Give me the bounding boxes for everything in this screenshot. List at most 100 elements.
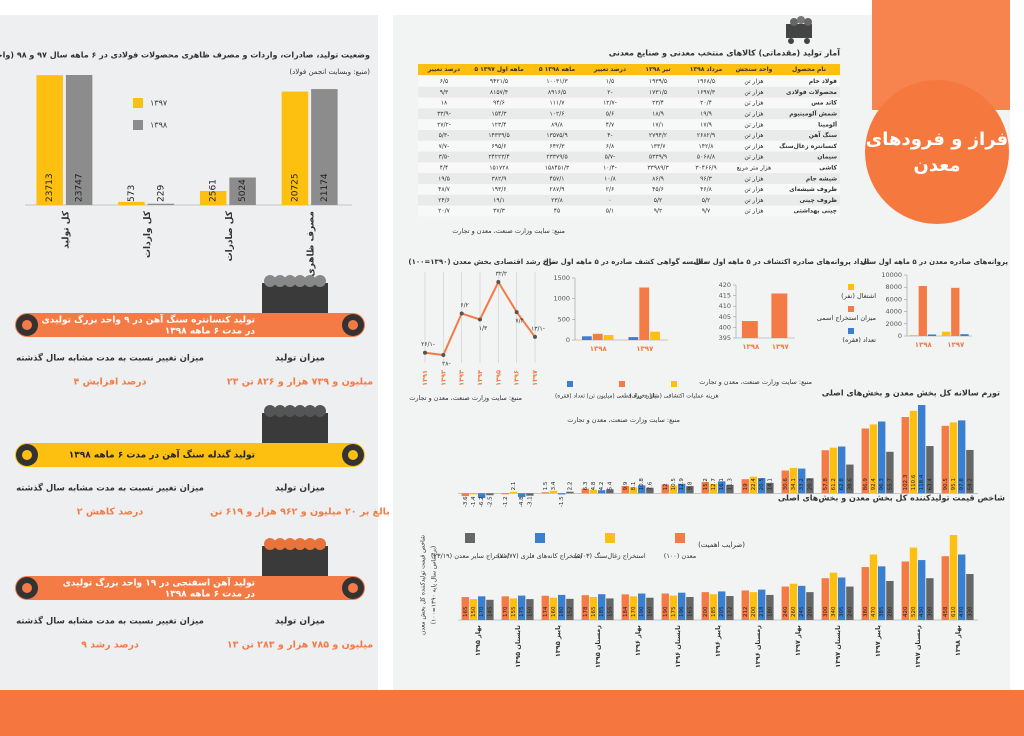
bar — [199, 190, 227, 205]
value-label: 185 — [599, 606, 605, 617]
value-label: 196 — [679, 606, 685, 617]
icon-ore — [314, 275, 326, 287]
bar — [749, 592, 758, 620]
table-cell: ۱۸ — [441, 100, 448, 107]
table-cell: ۱۵۴/۳ — [492, 111, 508, 118]
y-tick-label: 405 — [719, 313, 731, 321]
icon-ore — [274, 538, 286, 550]
table-cell: ۸۶/۹ — [652, 175, 664, 182]
bar — [661, 593, 669, 620]
value-label: 200 — [703, 606, 709, 617]
value-label: 9.8 — [687, 481, 693, 490]
band-end-inner — [22, 320, 32, 330]
y-tick-label: 4000 — [885, 308, 902, 316]
table-cell: ۵۳۳۹/۹ — [649, 154, 667, 161]
bar — [526, 599, 534, 620]
icon-ore — [304, 275, 316, 287]
icon-ore — [274, 405, 286, 417]
category-label: ۱۳۹۶ — [513, 370, 521, 386]
bar — [606, 489, 614, 494]
table-cell: هزار تن — [744, 154, 763, 161]
icon-ore — [294, 538, 306, 550]
table-cell: ۴/۷ — [606, 121, 615, 128]
category-label: ۱۳۹۷ — [636, 345, 654, 353]
chart-title: پروانه‌های صادره معدن در ۵ ماهه اول سال — [861, 258, 1009, 266]
bar — [686, 486, 694, 494]
bar — [949, 535, 958, 620]
bar — [966, 449, 974, 494]
value-label: 229 — [156, 185, 166, 202]
value-label: 57.8 — [823, 478, 829, 491]
table-cell: ۲۳۳۷۹/۵ — [546, 154, 567, 161]
value-label: 305 — [839, 606, 845, 617]
value-label: 172 — [727, 607, 733, 618]
value-label: 165 — [463, 606, 469, 617]
bar — [958, 554, 966, 620]
table-cell: ۵/۶ — [606, 111, 614, 118]
bar — [486, 493, 494, 496]
table-row-bg — [418, 86, 840, 98]
value-label: 30.6 — [783, 478, 789, 491]
value-label: 90.5 — [943, 478, 949, 491]
table-cell: ۹/۷ — [702, 208, 711, 215]
value-label: 97.8 — [959, 478, 965, 491]
bar — [603, 335, 614, 340]
legend-swatch — [848, 306, 854, 312]
bar — [589, 597, 598, 620]
table-cell: ۴۵ — [554, 208, 560, 215]
table-cell: هزار تن — [744, 132, 763, 139]
category-label: ۱۳۹۵ — [494, 370, 502, 386]
value-label: 178 — [583, 606, 589, 617]
legend-label: تعداد (فقره) — [555, 394, 585, 400]
bar — [669, 485, 678, 494]
bar — [501, 493, 509, 495]
category-label: ۱۳۹۳ — [458, 370, 466, 386]
value-label: 185 — [711, 606, 717, 617]
category-label: پاییز ۱۳۹۵ — [554, 625, 562, 657]
axis-label: (براساس سال پایه ۱۳۹۰=۱۰۰) — [431, 546, 438, 624]
legend-label: استخراج کانه‌های فلزی (۷۱/۷۷) — [497, 552, 582, 560]
bar — [960, 334, 969, 336]
fact-value: ۲ درصد کاهش — [77, 507, 144, 518]
value-label: 174 — [543, 606, 549, 617]
category-label: زمستان ۱۳۹۶ — [754, 625, 762, 668]
bar — [598, 594, 606, 620]
point — [478, 317, 482, 322]
fact-value: بالغ بر ۲۰ میلیون و ۹۶۲ هزار و ۶۱۹ تن — [210, 507, 390, 518]
bar — [686, 597, 694, 620]
value-label: 5.4 — [607, 481, 613, 490]
category-label: مصرف ظاهری — [307, 211, 317, 277]
value-label: -1.4 — [471, 496, 477, 507]
table-cell: ۴۵۷/۱ — [550, 175, 565, 182]
value-label: ۱۳/۱- — [531, 325, 545, 332]
icon-cart — [262, 413, 328, 443]
value-label: 102.3 — [903, 474, 909, 490]
table-cell: ۳۷/۳ — [493, 208, 505, 215]
bar — [629, 487, 638, 494]
legend-label: تناژ ذخیره قطعی (میلیون تن) — [587, 394, 658, 400]
table-cell: ۳۰۴۶۶/۹ — [695, 165, 716, 172]
bar — [749, 476, 758, 494]
value-label: 205 — [719, 606, 725, 617]
category-label: پاییز ۱۳۹۷ — [874, 625, 882, 657]
value-label: 38.6 — [847, 478, 853, 491]
table-cell: هزار تن — [744, 143, 763, 150]
y-tick-label: 2000 — [885, 320, 902, 328]
fact-title: تولید گندله سنگ آهن در مدت ۶ ماهه ۱۳۹۸ — [69, 449, 255, 461]
bar — [886, 451, 894, 494]
fact-value: ۴ درصد افزایش — [73, 377, 146, 388]
table-cell: ۸۹۱۶/۵ — [548, 89, 566, 96]
table-cell: ۶/۵ — [440, 78, 448, 85]
bar — [758, 589, 766, 620]
bar — [461, 597, 469, 620]
table-cell: ۳۳۹۸۹/۳ — [647, 165, 669, 172]
bar — [661, 484, 669, 494]
bar — [701, 482, 709, 494]
value-label: 2.2 — [567, 482, 573, 491]
fact-title: تولید آهن اسفنجی در ۱۹ واحد بزرگ تولیدی — [63, 577, 255, 589]
bar — [949, 422, 958, 494]
table-row-bg — [418, 194, 840, 206]
chart-title: تعداد پروانه‌های صادره اکتشاف در ۵ ماهه … — [695, 258, 871, 266]
y-tick-label: 395 — [719, 334, 731, 342]
fact-label: میزان تولید — [275, 484, 325, 494]
